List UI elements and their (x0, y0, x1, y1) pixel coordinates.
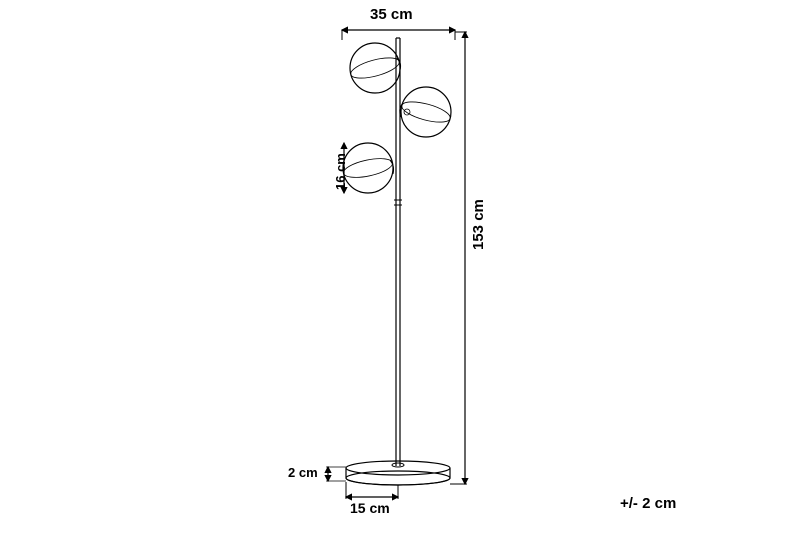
dimension-diagram: 35 cm 153 cm 16 cm 15 cm 2 cm +/- 2 cm (0, 0, 800, 533)
label-base-height: 2 cm (288, 465, 318, 480)
lamp-drawing-svg (0, 0, 800, 533)
label-height-right: 153 cm (470, 199, 487, 250)
label-width-top: 35 cm (370, 6, 413, 23)
label-tolerance: +/- 2 cm (620, 495, 676, 512)
label-base-radius: 15 cm (350, 500, 390, 516)
label-globe-diameter: 16 cm (333, 153, 348, 190)
